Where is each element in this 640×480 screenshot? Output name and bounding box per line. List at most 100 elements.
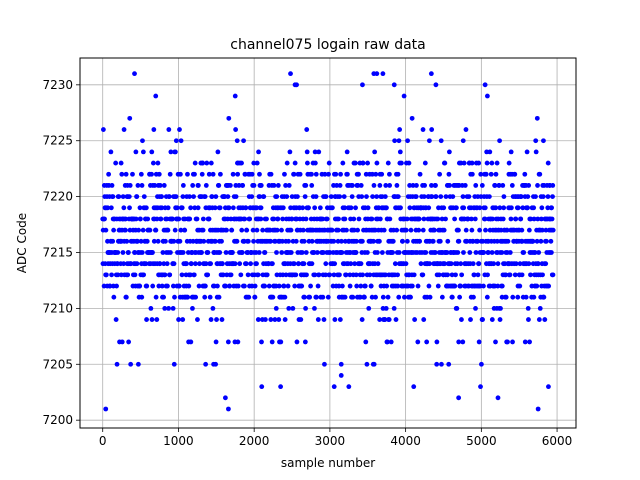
data-point	[280, 216, 286, 222]
data-point	[235, 171, 241, 177]
data-point	[257, 194, 263, 200]
data-point	[151, 127, 157, 132]
data-point	[164, 261, 170, 267]
data-point	[230, 205, 236, 211]
data-point	[303, 183, 309, 188]
data-point	[242, 171, 248, 177]
data-point	[386, 317, 392, 322]
data-point	[338, 171, 343, 177]
data-point	[409, 283, 415, 289]
data-point	[209, 194, 215, 200]
data-point	[159, 194, 164, 200]
data-point	[457, 294, 463, 300]
data-point	[380, 294, 386, 300]
data-point	[428, 71, 434, 77]
data-point	[421, 317, 427, 322]
data-point	[168, 250, 173, 255]
data-point	[141, 272, 147, 278]
data-point	[285, 283, 291, 289]
data-point	[215, 149, 221, 155]
data-point	[522, 171, 528, 177]
data-point	[225, 339, 231, 345]
data-point	[220, 261, 225, 267]
data-point	[422, 183, 428, 188]
data-point	[541, 138, 546, 144]
data-point	[114, 283, 119, 289]
data-point	[346, 384, 352, 390]
data-point	[501, 205, 507, 211]
data-point	[173, 149, 178, 155]
data-point	[135, 361, 141, 367]
data-point	[312, 305, 317, 311]
data-point	[411, 384, 417, 390]
data-point	[446, 171, 452, 177]
data-point	[344, 227, 349, 233]
data-point	[123, 216, 129, 222]
data-point	[213, 194, 219, 200]
data-point	[471, 272, 477, 278]
data-point	[497, 138, 502, 144]
data-point	[412, 317, 418, 322]
data-point	[254, 160, 260, 166]
data-point	[489, 250, 495, 255]
data-point	[239, 160, 244, 166]
data-point	[184, 261, 189, 267]
data-point	[477, 205, 483, 211]
data-point	[523, 294, 529, 300]
data-point	[187, 216, 193, 222]
data-point	[387, 183, 393, 188]
data-point	[353, 250, 359, 255]
data-point	[377, 238, 382, 244]
data-point	[387, 216, 393, 222]
plot-frame	[79, 57, 577, 429]
data-point	[203, 261, 209, 267]
data-point	[482, 82, 488, 88]
data-point	[443, 194, 449, 200]
data-point	[205, 272, 211, 278]
data-point	[140, 227, 146, 233]
data-point	[541, 294, 547, 300]
data-point	[262, 317, 268, 322]
data-point	[454, 205, 459, 211]
data-point	[526, 261, 532, 267]
data-point	[274, 194, 280, 200]
data-point	[293, 272, 299, 278]
data-point	[381, 227, 387, 233]
data-point	[454, 305, 460, 311]
data-point	[358, 183, 364, 188]
data-point	[234, 138, 240, 144]
data-point	[510, 294, 516, 300]
data-point	[200, 227, 206, 233]
data-point	[377, 183, 383, 188]
data-point	[374, 194, 380, 200]
data-point	[252, 294, 258, 300]
data-point	[162, 305, 168, 311]
data-point	[126, 339, 132, 345]
data-point	[485, 250, 491, 255]
data-point	[509, 183, 515, 188]
data-point	[510, 339, 515, 345]
data-point	[293, 238, 299, 244]
data-point	[134, 261, 140, 267]
data-point	[108, 205, 114, 211]
data-point	[170, 283, 176, 289]
data-point	[392, 261, 398, 267]
data-point	[470, 261, 476, 267]
data-point	[258, 216, 264, 222]
data-point	[353, 272, 359, 278]
data-point	[355, 183, 361, 188]
data-point	[533, 149, 539, 155]
data-point	[299, 283, 305, 289]
data-point	[448, 261, 454, 267]
data-point	[251, 238, 256, 244]
data-point	[161, 294, 167, 300]
data-point	[539, 205, 545, 211]
data-point	[258, 205, 264, 211]
data-point	[550, 272, 556, 278]
data-point	[509, 205, 514, 211]
data-point	[481, 250, 487, 255]
data-point	[217, 171, 223, 177]
data-point	[295, 194, 300, 200]
data-point	[329, 205, 335, 211]
data-point	[331, 272, 337, 278]
